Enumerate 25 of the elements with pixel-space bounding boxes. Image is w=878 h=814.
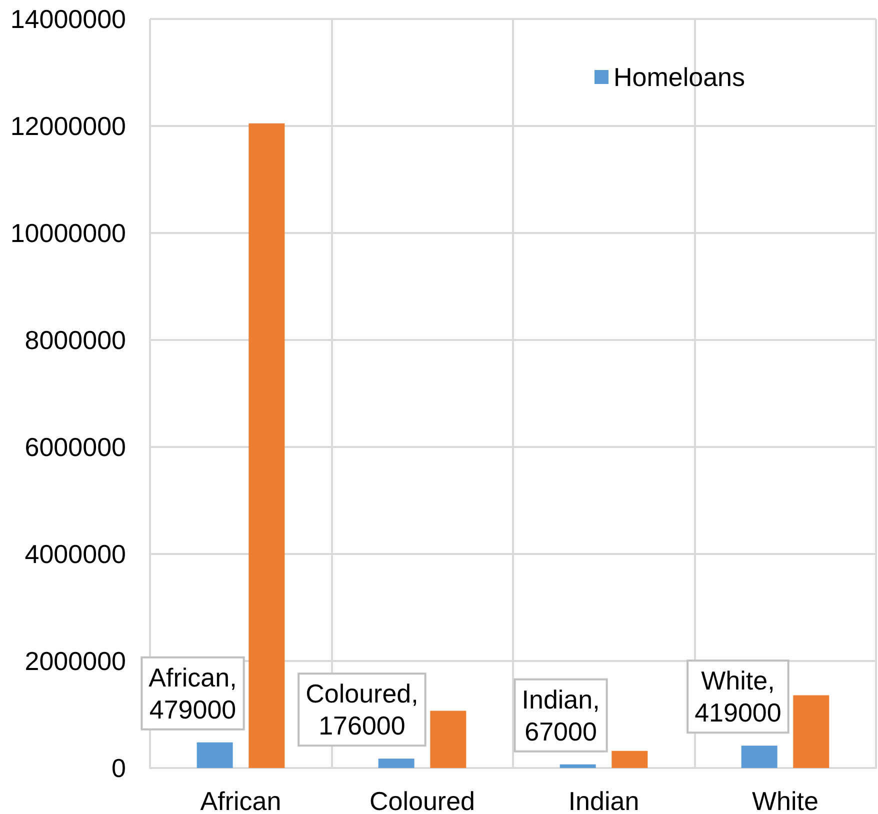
x-tick-label: Coloured (369, 786, 476, 814)
bar (196, 742, 233, 768)
data-label: Coloured, 176000 (306, 678, 418, 741)
bar (741, 746, 778, 768)
x-tick-label: Indian (568, 786, 640, 814)
bar (378, 758, 414, 768)
y-tick-label: 8000000 (24, 325, 126, 355)
y-tick-label: 2000000 (24, 646, 126, 676)
y-tick-label: 6000000 (24, 432, 126, 462)
bar (560, 764, 596, 768)
legend-label: Homeloans (613, 62, 746, 92)
data-label: White, 419000 (694, 666, 782, 728)
bar (430, 710, 466, 768)
y-tick-label: 4000000 (24, 539, 126, 569)
y-tick-label: 12000000 (10, 111, 126, 141)
y-tick-label: 10000000 (10, 218, 126, 248)
bar (612, 750, 648, 768)
x-tick-label: White (752, 786, 818, 814)
y-tick-label: 14000000 (10, 4, 126, 34)
bar (248, 123, 285, 768)
data-label: African, 479000 (148, 662, 237, 724)
y-tick-label: 0 (112, 753, 126, 783)
x-tick-label: African (200, 786, 282, 814)
bar (793, 695, 830, 768)
data-label: Indian, 67000 (522, 684, 600, 746)
